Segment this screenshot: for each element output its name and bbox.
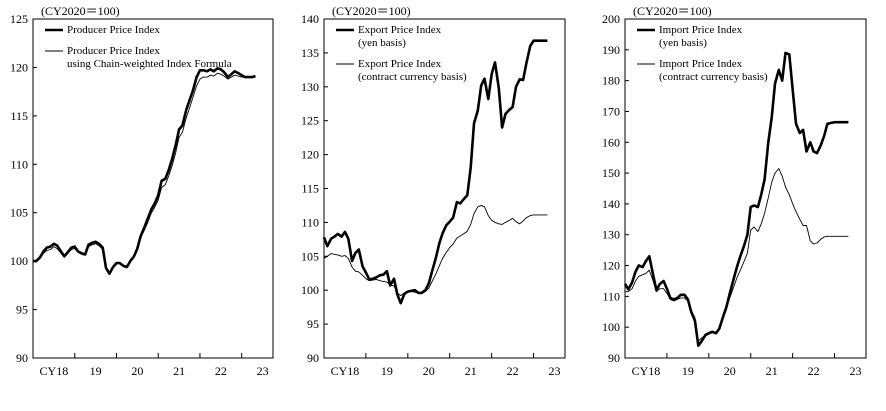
unit-label: (CY2020＝100)	[41, 4, 120, 18]
y-tick-label: 100	[602, 320, 620, 334]
y-tick-label: 90	[16, 351, 28, 365]
unit-label: (CY2020＝100)	[633, 4, 712, 18]
y-tick-label: 200	[602, 12, 620, 26]
x-tick-label: 23	[257, 364, 269, 378]
x-tick-label: 21	[173, 364, 185, 378]
x-tick-label: 23	[549, 364, 561, 378]
y-tick-label: 95	[16, 303, 28, 317]
series-line-thin	[32, 72, 256, 274]
plot-frame	[624, 18, 867, 359]
y-tick-label: 120	[602, 259, 620, 273]
x-tick-label: 22	[215, 364, 227, 378]
legend-label: using Chain-weighted Index Formula	[67, 58, 232, 70]
y-tick-label: 115	[301, 182, 319, 196]
legend-label: Import Price Index	[659, 58, 743, 70]
x-tick-label: 23	[850, 364, 862, 378]
series-line-thin	[625, 168, 849, 342]
y-tick-label: 140	[301, 12, 319, 26]
legend-label: Export Price Index	[358, 24, 442, 36]
y-tick-label: 130	[602, 228, 620, 242]
legend-label: Producer Price Index	[67, 24, 160, 36]
y-tick-label: 135	[301, 46, 319, 60]
y-tick-label: 130	[301, 80, 319, 94]
y-tick-label: 100	[301, 283, 319, 297]
legend-label: (contract currency basis)	[659, 71, 768, 83]
y-tick-label: 150	[602, 166, 620, 180]
y-tick-label: 90	[608, 351, 620, 365]
chart-export-price: (CY2020＝100) 90 95 100 105 110 115 120 125 130 135…	[301, 4, 566, 378]
y-tick-label: 160	[602, 135, 620, 149]
y-tick-label: 120	[301, 148, 319, 162]
y-tick-label: 110	[602, 289, 620, 303]
legend-label: Producer Price Index	[67, 45, 160, 57]
legend-label: (yen basis)	[358, 37, 406, 49]
y-tick-label: 115	[10, 109, 28, 123]
series-line-bold	[623, 51, 849, 348]
y-tick-label: 125	[10, 12, 28, 26]
x-tick-label: CY18	[40, 364, 69, 378]
x-tick-label: 20	[423, 364, 435, 378]
x-tick-label: 22	[507, 364, 519, 378]
series-line-bold	[33, 67, 256, 276]
y-tick-label: 90	[307, 351, 319, 365]
x-tick-label: 19	[90, 364, 102, 378]
x-tick-label: 22	[808, 364, 820, 378]
x-tick-label: 21	[465, 364, 477, 378]
series-line-thin	[323, 204, 548, 297]
x-tick-label: 20	[131, 364, 143, 378]
plot-frame	[32, 18, 274, 359]
x-tick-label: 21	[766, 364, 778, 378]
x-tick-label: CY18	[632, 364, 661, 378]
x-tick-label: CY18	[331, 364, 360, 378]
y-tick-label: 125	[301, 114, 319, 128]
unit-label: (CY2020＝100)	[332, 4, 411, 18]
y-tick-label: 100	[10, 254, 28, 268]
chart-producer-price: (CY2020＝100) 90 95 100 105 110 115 120 125 CY18 19…	[10, 4, 274, 378]
y-tick-label: 95	[307, 317, 319, 331]
x-tick-label: 20	[724, 364, 736, 378]
series-line-bold	[322, 39, 548, 305]
x-tick-label: 19	[381, 364, 393, 378]
y-tick-label: 180	[602, 74, 620, 88]
chart-import-price: (CY2020＝100) 90 100 110 120 130 140 150 160 170 18…	[602, 4, 867, 378]
legend-label: (contract currency basis)	[358, 71, 467, 83]
y-tick-label: 110	[10, 157, 28, 171]
y-tick-label: 110	[301, 215, 319, 229]
y-tick-label: 190	[602, 43, 620, 57]
y-tick-label: 105	[10, 206, 28, 220]
y-tick-label: 120	[10, 60, 28, 74]
legend-label: Export Price Index	[358, 58, 442, 70]
y-tick-label: 170	[602, 104, 620, 118]
legend-label: (yen basis)	[659, 37, 707, 49]
x-tick-label: 19	[682, 364, 694, 378]
legend-label: Import Price Index	[659, 24, 743, 36]
y-tick-label: 140	[602, 197, 620, 211]
y-tick-label: 105	[301, 249, 319, 263]
